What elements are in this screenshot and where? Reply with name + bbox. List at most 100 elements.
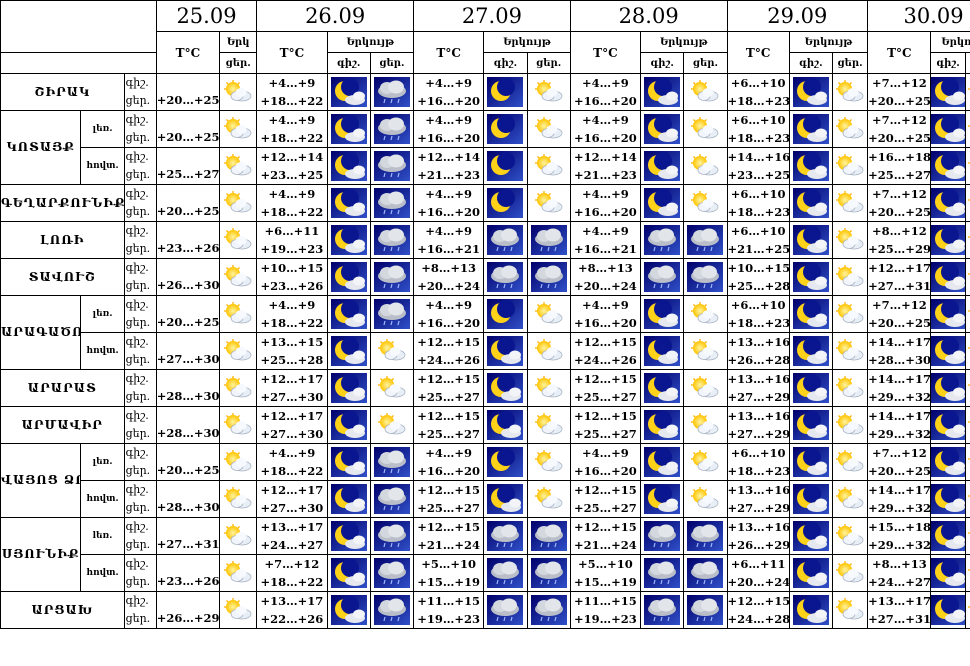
day-temp: +20…+25	[868, 316, 931, 330]
day-icon-cell	[526, 443, 571, 481]
day-temp: +18…+22	[260, 575, 324, 589]
table-row: ԳԵՂԱՐՔՈՒՆԻՔ գիշ. ցեր. +20…+25 +4…+9 +18…+22 +4…	[0, 184, 970, 222]
night-icon-cell	[788, 517, 834, 555]
date-header: 27.09	[413, 0, 571, 32]
moon-cloud-icon	[328, 484, 369, 514]
day-header: ցեր.	[369, 52, 415, 74]
night-temp: +4…+9	[582, 298, 629, 312]
day-temp: +29…+32	[868, 501, 931, 515]
table-row: ՍՅՈՒՆԻՔ lեռ. գիշ. ցեր. +27…+31 +13…+17 +24…+27…	[0, 517, 970, 592]
day-icon-cell	[964, 110, 970, 148]
night-temp: +6…+10	[730, 76, 786, 90]
day-icon-cell	[831, 591, 869, 629]
night-icon-cell	[640, 554, 685, 592]
day-temp: +28…+30	[868, 353, 931, 367]
day-icon-cell	[369, 184, 415, 222]
region-name: ԱՐՄԱՎԻՐ	[0, 406, 125, 444]
moon-cloud-icon	[931, 188, 965, 218]
day-temp: +27…+29	[727, 501, 790, 515]
moon-cloud-icon	[931, 447, 965, 477]
day-icon-cell	[526, 184, 571, 222]
day-temp: +16…+20	[417, 205, 481, 219]
night-icon-cell	[930, 221, 966, 259]
day-temp: +18…+23	[727, 464, 790, 478]
day-label: ցեր.	[125, 538, 151, 551]
temp-range: +4…+9 +16…+20	[569, 295, 642, 333]
day-icon-cell	[526, 332, 571, 370]
night-temp: +14…+16	[727, 150, 790, 164]
night-label: գիշ.	[125, 372, 149, 385]
night-icon-cell	[326, 184, 371, 222]
rain-cloud-icon	[371, 521, 412, 551]
moon-icon	[485, 114, 526, 144]
day-icon-cell	[219, 147, 258, 185]
night-label: գիշ.	[125, 483, 149, 496]
day-temp: +25…+27	[417, 390, 481, 404]
temp-range: +12…+14 +21…+23	[569, 147, 642, 185]
temp-range: +16…+18 +25…+27	[867, 147, 932, 185]
night-temp: +12…+15	[574, 335, 637, 349]
partly-cloudy-icon	[528, 80, 569, 104]
temp-range: +4…+9 +18…+22	[256, 184, 328, 222]
rain-cloud-icon	[685, 558, 726, 588]
partly-cloudy-icon	[528, 413, 569, 437]
night-header: գիշ.	[326, 52, 371, 74]
day-temp: +28…+30	[155, 369, 221, 407]
partly-cloudy-icon	[966, 339, 970, 363]
day-temp: +23…+26	[155, 554, 221, 592]
day-label: ցեր.	[125, 501, 151, 514]
moon-cloud-icon	[790, 188, 831, 218]
day-icon-cell	[964, 295, 970, 333]
day-icon-cell	[831, 554, 869, 592]
temp-range: +14…+17 +28…+30	[867, 332, 932, 370]
moon-cloud-icon	[642, 447, 683, 477]
day-temp: +16…+20	[574, 464, 637, 478]
forecast-table: 25.09 26.09 27.09 28.09 29.09 30.09 T°C Երկ T°C Ե…	[0, 0, 970, 629]
partly-cloudy-icon	[221, 228, 256, 252]
night-temp: +4…+9	[425, 298, 473, 312]
day-icon-cell	[683, 480, 728, 518]
temp-range: +13…+17 +24…+27	[256, 517, 328, 555]
night-temp: +13…+16	[727, 335, 790, 349]
day-temp: +16…+20	[417, 94, 481, 108]
day-icon-cell	[219, 517, 258, 555]
moon-cloud-icon	[790, 299, 831, 329]
moon-cloud-icon	[485, 373, 526, 403]
day-temp: +18…+22	[260, 316, 324, 330]
partly-cloudy-icon	[834, 228, 867, 252]
day-temp: +27…+31	[868, 612, 931, 626]
night-temp: +12…+17	[260, 372, 324, 386]
night-icon-cell	[326, 332, 371, 370]
night-label: գիշ.	[125, 261, 149, 274]
night-temp: +12…+15	[574, 520, 637, 534]
night-temp: +12…+15	[417, 520, 481, 534]
night-icon-cell	[326, 591, 371, 629]
day-icon-cell	[526, 480, 571, 518]
night-icon-cell	[483, 258, 528, 296]
partly-cloudy-icon	[685, 80, 726, 104]
night-icon-cell	[640, 110, 685, 148]
period-labels: գիշ. ցեր.	[123, 184, 157, 222]
night-label: գիշ.	[125, 446, 149, 459]
moon-cloud-icon	[642, 484, 683, 514]
rain-cloud-icon	[642, 558, 683, 588]
partly-cloudy-icon	[685, 339, 726, 363]
day-icon-cell	[369, 221, 415, 259]
table-row: ԱՐԱՐԱՏ գիշ. ցեր. +28…+30 +12…+17 +27…+30 +12…+…	[0, 369, 970, 407]
partly-cloudy-icon	[685, 376, 726, 400]
day-icon-cell	[369, 406, 415, 444]
temp-range: +4…+9 +16…+21	[569, 221, 642, 259]
partly-cloudy-icon	[221, 302, 256, 326]
temp-range: +7…+12 +20…+25	[867, 110, 932, 148]
night-icon-cell	[788, 184, 834, 222]
night-header: գիշ.	[930, 52, 966, 74]
day-temp: +16…+20	[417, 316, 481, 330]
date-header: 25.09	[155, 0, 258, 32]
day-icon-cell	[219, 73, 258, 111]
night-label: գիշ.	[125, 557, 149, 570]
day-icon-cell	[964, 258, 970, 296]
temp-range: +12…+15 +25…+27	[412, 480, 485, 518]
day-icon-cell	[831, 110, 869, 148]
moon-cloud-icon	[790, 336, 831, 366]
day-icon-cell	[683, 406, 728, 444]
